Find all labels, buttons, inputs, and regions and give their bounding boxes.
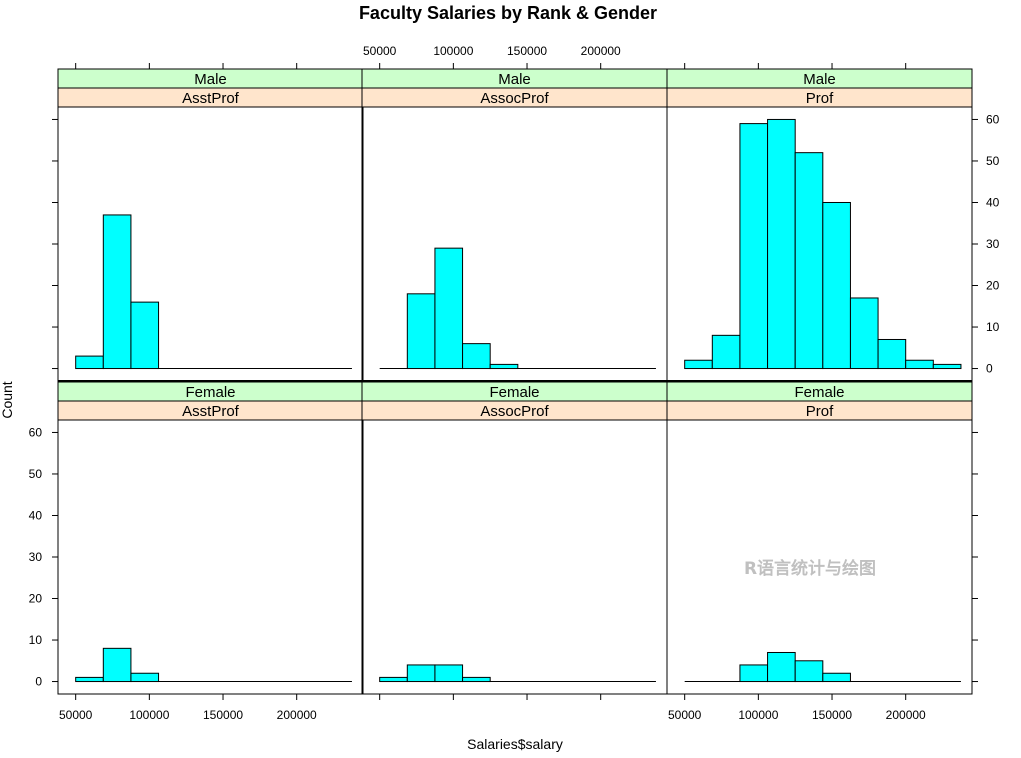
strip-gender-label: Male	[194, 71, 227, 88]
strip-gender-label: Female	[794, 384, 844, 401]
x-tick-label: 100000	[433, 44, 473, 58]
histogram-bar	[822, 672, 851, 683]
chart-title: Faculty Salaries by Rank & Gender	[359, 3, 657, 23]
histogram-bar	[130, 301, 160, 370]
panel-frame	[666, 381, 973, 695]
histogram-bar	[739, 664, 769, 683]
y-tick-label: 50	[29, 467, 43, 481]
y-tick-label: 10	[29, 633, 43, 647]
y-tick-label: 40	[29, 508, 43, 522]
histogram-bar	[822, 201, 851, 370]
histogram-bar	[102, 647, 132, 683]
y-tick-label: 0	[986, 362, 993, 376]
histogram-bar	[849, 297, 879, 370]
histogram-bar	[711, 334, 741, 370]
x-axis-title: Salaries$salary	[467, 736, 563, 752]
histogram-bar	[684, 359, 713, 370]
strip-rank-label: AsstProf	[182, 403, 240, 420]
strip-rank-label: AsstProf	[182, 90, 240, 107]
histogram-bar	[794, 660, 824, 683]
x-tick-label: 200000	[581, 44, 621, 58]
histogram-bar	[434, 664, 464, 683]
panel-male-asstprof: Male AsstProf	[57, 68, 364, 382]
histogram-bar	[462, 676, 491, 683]
histogram-bar	[794, 152, 824, 370]
y-tick-label: 20	[29, 592, 43, 606]
histogram-bar	[406, 293, 436, 370]
histogram-bar	[102, 214, 132, 370]
x-tick-label: 150000	[507, 44, 547, 58]
panel-male-prof: Male Prof	[666, 68, 973, 382]
y-tick-label: 60	[986, 112, 1000, 126]
y-tick-label: 30	[986, 237, 1000, 251]
x-tick-label: 50000	[668, 708, 702, 722]
x-tick-label: 150000	[812, 708, 852, 722]
strip-rank-label: AssocProf	[480, 403, 549, 420]
y-tick-label: 0	[35, 675, 42, 689]
y-tick-label: 60	[29, 425, 43, 439]
y-tick-label: 10	[986, 320, 1000, 334]
y-axis-title: Count	[0, 381, 15, 418]
panel-frame	[57, 381, 364, 695]
panel-female-asstprof: Female AsstProf	[57, 381, 364, 695]
y-tick-label: 40	[986, 195, 1000, 209]
histogram-bar	[932, 363, 962, 370]
x-tick-label: 50000	[59, 708, 93, 722]
histogram-bar	[130, 672, 160, 683]
histogram-bar	[75, 355, 104, 370]
y-tick-label: 20	[986, 279, 1000, 293]
histogram-bar	[406, 664, 436, 683]
histogram-bar	[877, 338, 907, 370]
panel-female-assocprof: Female AssocProf	[361, 381, 668, 695]
watermark-text: R语言统计与绘图	[744, 558, 876, 579]
x-tick-label: 50000	[363, 44, 397, 58]
panel-frame	[361, 381, 668, 695]
axes-layer: 50000 50000 50000 100000 100000 100000 150000 1…	[29, 44, 1000, 722]
panel-female-prof: Female Prof	[666, 381, 973, 695]
strip-gender-label: Male	[498, 71, 531, 88]
x-tick-label: 150000	[203, 708, 243, 722]
strip-rank-label: Prof	[806, 90, 834, 107]
histogram-bar	[462, 343, 491, 370]
x-tick-label: 100000	[738, 708, 778, 722]
histogram-bar	[767, 118, 796, 370]
strip-gender-label: Female	[489, 384, 539, 401]
x-tick-label: 100000	[129, 708, 169, 722]
histogram-bar	[434, 247, 464, 370]
y-tick-label: 50	[986, 154, 1000, 168]
x-tick-label: 200000	[277, 708, 317, 722]
histogram-bar	[739, 123, 769, 370]
panels-layer: Male AsstProf Male AssocProf Male Prof Female A…	[57, 68, 973, 695]
x-tick-label: 200000	[886, 708, 926, 722]
histogram-bar	[75, 676, 104, 683]
histogram-bar	[379, 676, 408, 683]
histogram-bar	[767, 651, 796, 683]
strip-rank-label: Prof	[806, 403, 834, 420]
histogram-bar	[489, 363, 519, 370]
strip-rank-label: AssocProf	[480, 90, 549, 107]
strip-gender-label: Male	[803, 71, 836, 88]
y-tick-label: 30	[29, 550, 43, 564]
histogram-bar	[905, 359, 934, 370]
panel-male-assocprof: Male AssocProf	[361, 68, 668, 382]
strip-gender-label: Female	[185, 384, 235, 401]
